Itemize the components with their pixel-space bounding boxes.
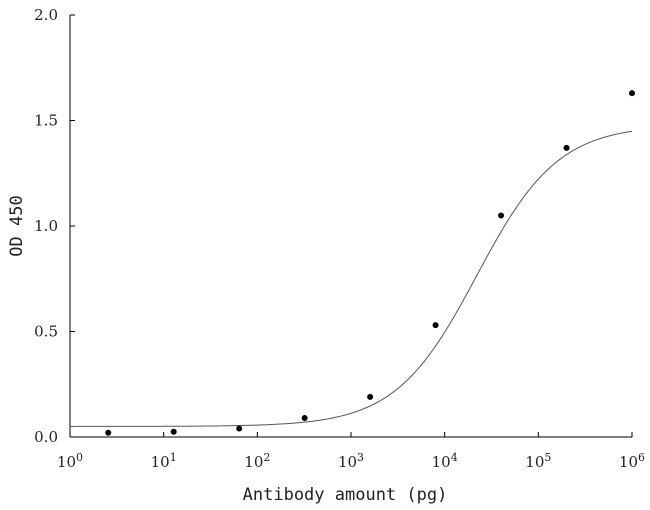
data-point [105, 429, 112, 436]
data-point [367, 393, 374, 400]
x-tick-label: 105 [525, 451, 551, 471]
y-tick-label: 2.0 [34, 6, 58, 24]
y-ticks: 0.0 0.5 1.0 1.5 2.0 [34, 6, 75, 446]
data-point [563, 144, 570, 151]
data-point [629, 90, 635, 97]
data-point [236, 425, 243, 432]
x-tick-label: 106 [619, 451, 645, 471]
x-tick-label: 102 [244, 451, 270, 471]
y-tick-label: 1.0 [34, 217, 58, 235]
x-tick-label: 100 [57, 451, 83, 471]
y-axis-title: OD 450 [7, 195, 27, 256]
x-tick-label: 101 [151, 451, 177, 471]
x-tick-label: 103 [338, 451, 364, 471]
x-ticks: 100 101 102 103 104 105 106 [57, 432, 645, 471]
fit-curve [70, 130, 633, 427]
data-point [498, 212, 505, 219]
axes [69, 15, 632, 438]
y-tick-label: 0.0 [34, 428, 58, 446]
y-tick-label: 1.5 [34, 112, 58, 130]
x-tick-label: 104 [432, 451, 458, 471]
data-point [301, 415, 308, 422]
data-point [432, 322, 439, 329]
data-points [105, 90, 635, 436]
x-axis-title: Antibody amount (pg) [243, 485, 448, 505]
data-point [170, 428, 177, 435]
y-tick-label: 0.5 [34, 323, 58, 341]
